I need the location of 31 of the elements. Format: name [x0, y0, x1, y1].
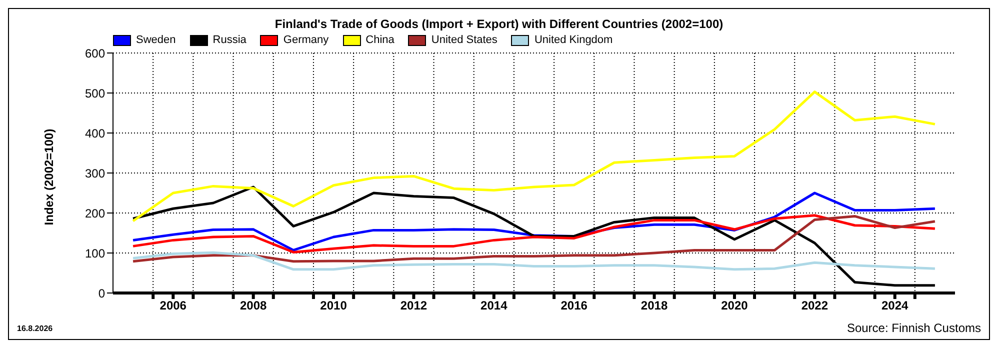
line-series	[132, 214, 936, 254]
x-tick-label: 2024	[882, 298, 909, 313]
legend-label: United States	[430, 33, 498, 47]
y-tick-label: 300	[84, 166, 106, 180]
y-tick-label: 400	[84, 126, 106, 140]
y-tick-label: 0	[98, 286, 106, 300]
x-tick-label: 2008	[240, 298, 268, 313]
legend-label: United Kingdom	[533, 33, 613, 47]
source-note: Source: Finnish Customs	[846, 321, 981, 335]
x-tick-label: 2020	[721, 298, 748, 313]
text: 16.8.2026	[17, 324, 53, 333]
x-tick-label: 2012	[400, 298, 428, 313]
legend-label: Sweden	[135, 33, 176, 47]
legend-label: Russia	[212, 33, 246, 47]
y-tick-label: 200	[84, 206, 106, 220]
y-tick-label: 500	[84, 86, 106, 100]
chart-title: Finland's Trade of Goods (Import + Export) with Different Countries (2002=100)	[274, 17, 724, 33]
x-tick-label: 2014	[480, 298, 508, 313]
line-series	[132, 214, 936, 263]
line-series	[132, 251, 936, 271]
legend-label: Germany	[282, 33, 329, 47]
x-tick-label: 2022	[801, 298, 828, 313]
line-series	[132, 90, 936, 222]
y-axis-title: Index (2002=100)	[42, 128, 56, 226]
legend-label: China	[364, 33, 394, 47]
x-tick-label: 2006	[160, 298, 187, 313]
x-tick-label: 2016	[560, 298, 588, 313]
x-tick-label: 2010	[320, 298, 348, 313]
x-tick-label: 2018	[640, 298, 668, 313]
y-tick-label: 600	[84, 46, 106, 60]
y-tick-label: 100	[84, 246, 106, 260]
